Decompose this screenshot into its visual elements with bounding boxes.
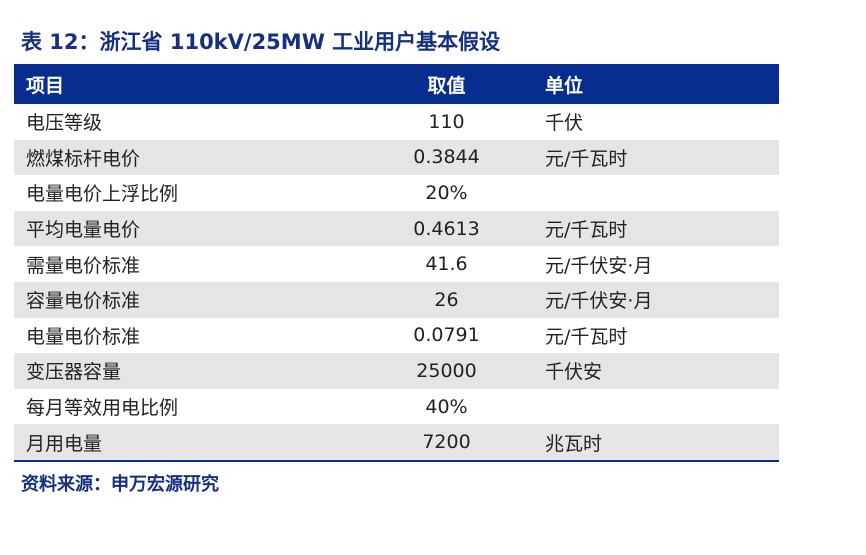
row-unit: 元/千瓦时 xyxy=(545,325,628,348)
table-row: 燃煤标杆电价 0.3844 元/千瓦时 xyxy=(14,139,779,176)
table-row: 需量电价标准 41.6 元/千伏安·月 xyxy=(14,246,779,282)
row-item: 容量电价标准 xyxy=(26,290,141,313)
row-item: 电量电价标准 xyxy=(26,325,141,348)
row-value: 0.3844 xyxy=(413,146,480,169)
row-item: 月用电量 xyxy=(26,432,103,455)
row-unit: 千伏 xyxy=(545,112,584,135)
row-item: 需量电价标准 xyxy=(26,254,141,277)
row-value: 110 xyxy=(428,110,465,133)
source-note: 资料来源：申万宏源研究 xyxy=(21,474,219,495)
row-value: 40% xyxy=(425,395,468,418)
row-value: 7200 xyxy=(422,431,471,454)
row-item: 电压等级 xyxy=(26,112,103,135)
table-row: 电压等级 110 千伏 xyxy=(14,104,779,140)
table-header-row: 项目 取值 单位 xyxy=(14,64,779,104)
row-unit: 元/千伏安·月 xyxy=(545,254,653,277)
assumptions-table: 项目 取值 单位 电压等级 110 千伏 燃煤标杆电价 0.3844 元/千瓦时… xyxy=(14,64,779,462)
table-row: 月用电量 7200 兆瓦时 xyxy=(14,424,779,460)
table-bottom-rule xyxy=(14,459,779,462)
header-value: 取值 xyxy=(427,74,466,97)
row-value: 26 xyxy=(434,288,459,311)
row-value: 41.6 xyxy=(425,253,468,276)
table-row: 电量电价上浮比例 20% xyxy=(14,175,779,211)
table-row: 每月等效用电比例 40% xyxy=(14,389,779,425)
row-item: 电量电价上浮比例 xyxy=(26,183,179,206)
row-unit: 元/千瓦时 xyxy=(545,147,628,170)
table-row: 变压器容量 25000 千伏安 xyxy=(14,353,779,389)
row-value: 0.4613 xyxy=(413,217,480,240)
row-unit: 元/千伏安·月 xyxy=(545,290,653,313)
row-item: 平均电量电价 xyxy=(26,219,141,242)
table-title: 表 12：浙江省 110kV/25MW 工业用户基本假设 xyxy=(21,30,501,54)
row-unit: 千伏安 xyxy=(545,361,603,384)
table-row: 电量电价标准 0.0791 元/千瓦时 xyxy=(14,318,779,354)
header-item: 项目 xyxy=(26,74,65,97)
row-value: 20% xyxy=(425,181,468,204)
header-unit: 单位 xyxy=(545,74,584,97)
table-row: 平均电量电价 0.4613 元/千瓦时 xyxy=(14,210,779,247)
row-item: 燃煤标杆电价 xyxy=(26,147,141,170)
row-item: 变压器容量 xyxy=(26,361,122,384)
row-unit: 元/千瓦时 xyxy=(545,219,628,242)
table-row: 容量电价标准 26 元/千伏安·月 xyxy=(14,281,779,318)
row-item: 每月等效用电比例 xyxy=(26,397,179,420)
row-value: 0.0791 xyxy=(413,324,480,347)
row-unit: 兆瓦时 xyxy=(545,432,603,455)
row-value: 25000 xyxy=(416,359,477,382)
